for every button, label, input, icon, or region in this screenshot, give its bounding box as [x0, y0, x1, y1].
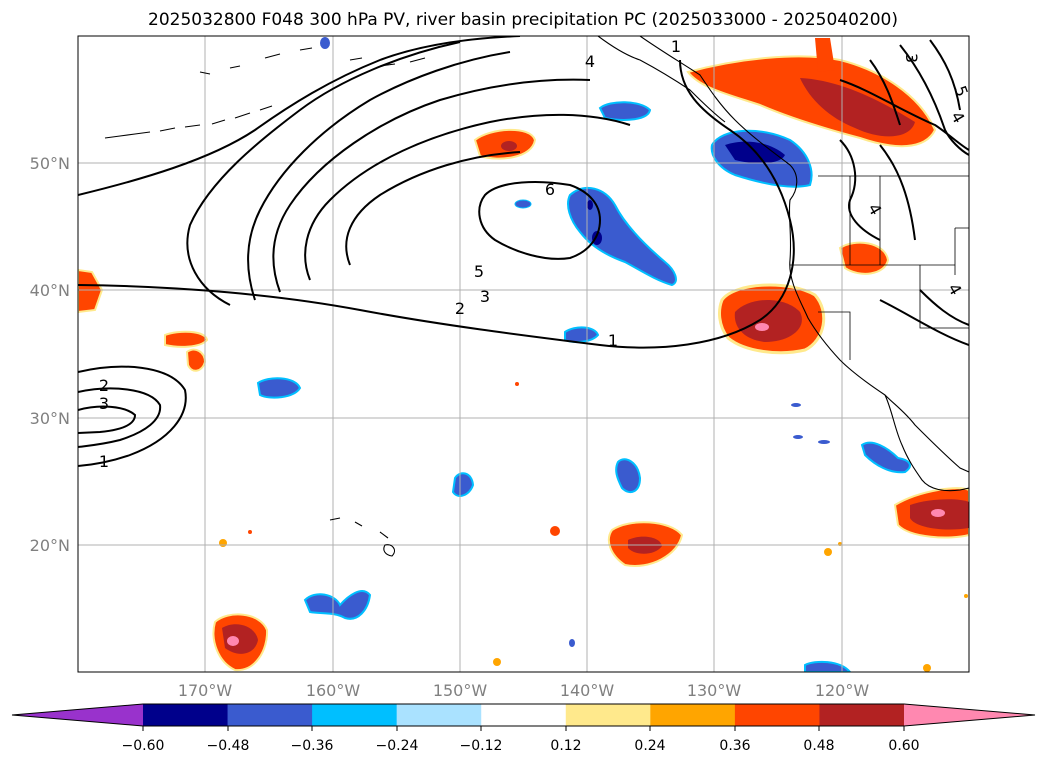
contour-label: 3 [902, 53, 921, 63]
anomaly-central-2 [451, 472, 475, 497]
colorbar-swatch [734, 704, 820, 726]
colorbar-swatch [819, 704, 905, 726]
anomaly-baja [860, 441, 911, 474]
precip-positive-anomalies [78, 38, 969, 672]
lon-label: 160°W [306, 681, 361, 700]
colorbar-swatch [396, 704, 482, 726]
anomaly-southwest [212, 613, 269, 672]
contour-label: 1 [608, 331, 618, 350]
lat-label: 40°N [30, 281, 70, 300]
lat-label: 50°N [30, 154, 70, 173]
contour-label: 6 [545, 180, 555, 199]
colorbar-swatch [227, 704, 313, 726]
colorbar-tick-label: 0.60 [888, 738, 919, 754]
contour-label: 5 [950, 83, 971, 99]
colorbar-tick-label: −0.12 [460, 738, 503, 754]
anomaly-west-edge [78, 268, 104, 314]
contour-label: 3 [480, 287, 490, 306]
anomaly-central-3 [615, 458, 642, 494]
colorbar-swatch [312, 704, 398, 726]
pv-contour-labels: 1 4 6 5 3 2 1 2 3 1 4 4 3 5 4 [99, 37, 971, 471]
anomaly-mexico [893, 487, 969, 539]
anomaly-south-edge [804, 660, 852, 672]
colorbar-swatch [565, 704, 651, 726]
colorbar-swatches [12, 704, 1035, 726]
contour-label: 5 [474, 262, 484, 281]
longitude-labels: 170°W 160°W 150°W 140°W 130°W 120°W [178, 681, 870, 700]
colorbar-tick-label: −0.24 [376, 738, 419, 754]
colorbar-extend-min [12, 704, 143, 726]
political-borders [790, 175, 969, 360]
lon-label: 130°W [687, 681, 742, 700]
contour-label: 1 [671, 37, 681, 56]
pv-contours [78, 36, 969, 467]
lon-label: 120°W [815, 681, 870, 700]
colorbar-extend-max [904, 704, 1035, 726]
anomaly-central-small-2 [185, 348, 207, 372]
colorbar: −0.60 −0.48 −0.36 −0.24 −0.12 0.12 0.24 … [11, 703, 1036, 754]
colorbar-swatch [650, 704, 736, 726]
lon-label: 150°W [433, 681, 488, 700]
lon-label: 140°W [560, 681, 615, 700]
contour-label: 2 [455, 299, 465, 318]
colorbar-tick-label: −0.60 [122, 738, 165, 754]
contour-label: 1 [99, 452, 109, 471]
contour-label: 4 [585, 52, 595, 71]
anomaly-north-2 [564, 326, 600, 344]
figure-title: 2025032800 F048 300 hPa PV, river basin … [148, 10, 898, 30]
anomaly-great-basin [838, 241, 890, 275]
contour-label: 3 [99, 394, 109, 413]
colorbar-tick-label: 0.48 [803, 738, 834, 754]
latitude-labels: 50°N 40°N 30°N 20°N [30, 154, 70, 555]
anomaly-ne-pacific [567, 186, 677, 287]
anomaly-central-small-1 [164, 330, 209, 348]
contour-label: 2 [99, 376, 109, 395]
colorbar-swatch [143, 704, 229, 726]
colorbar-ticks: −0.60 −0.48 −0.36 −0.24 −0.12 0.12 0.24 … [122, 726, 920, 754]
anomaly-california [718, 283, 826, 355]
map-frame [77, 35, 970, 673]
colorbar-tick-label: 0.24 [634, 738, 665, 754]
lat-label: 20°N [30, 536, 70, 555]
anomaly-pacific-nw-coast [686, 38, 937, 148]
colorbar-swatch [481, 704, 567, 726]
graticule [78, 36, 969, 672]
lon-label: 170°W [178, 681, 233, 700]
coastlines [104, 36, 969, 557]
colorbar-tick-label: 0.36 [719, 738, 750, 754]
colorbar-tick-label: 0.12 [550, 738, 581, 754]
lat-label: 30°N [30, 409, 70, 428]
anomaly-north-1 [598, 101, 652, 121]
colorbar-tick-label: −0.48 [207, 738, 250, 754]
colorbar-tick-label: −0.36 [291, 738, 334, 754]
anomaly-central-1 [256, 377, 302, 399]
map-panel: 1 4 6 5 3 2 1 2 3 1 4 4 3 5 4 50°N 40°N … [30, 35, 971, 700]
